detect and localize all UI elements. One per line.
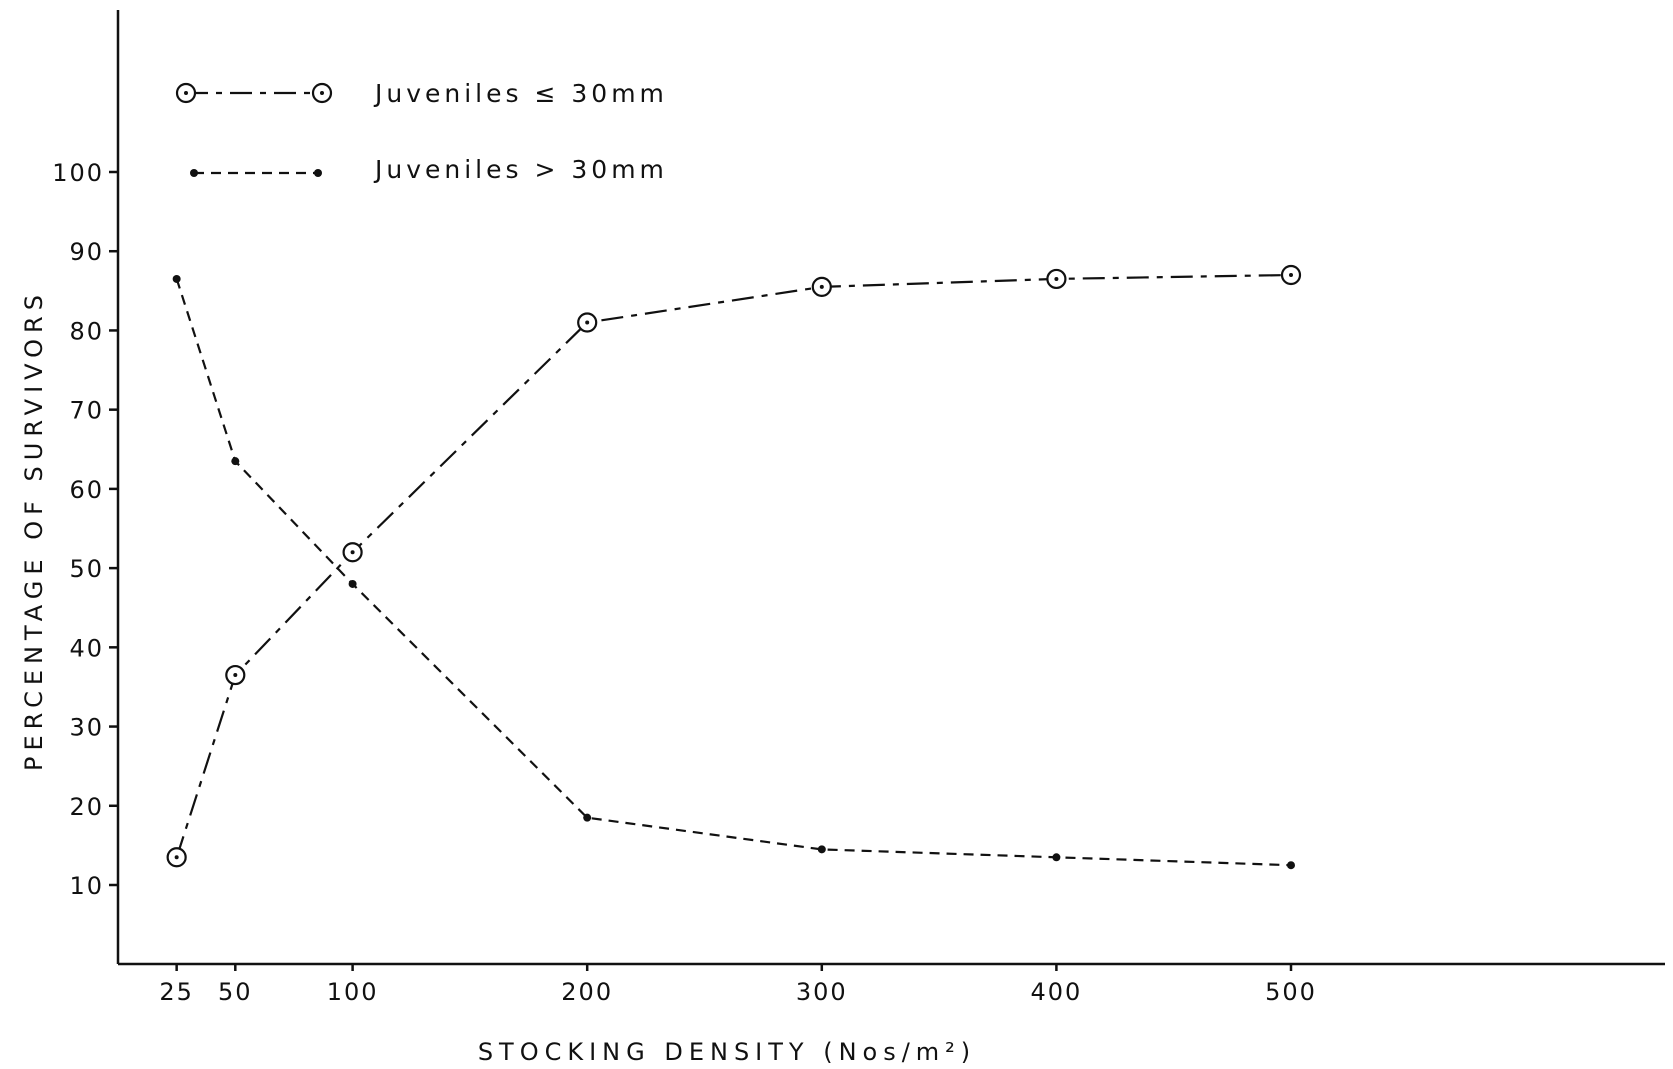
x-tick-label-400: 400: [1030, 978, 1082, 1006]
point-center-small-50: [233, 673, 238, 678]
x-tick-label-100: 100: [327, 978, 379, 1006]
legend-marker-small-left-center: [184, 91, 188, 95]
y-tick-label-90: 90: [69, 238, 104, 266]
y-tick-label-40: 40: [69, 634, 104, 662]
point-large-500: [1287, 861, 1295, 870]
point-large-400: [1052, 853, 1061, 862]
axes: [116, 10, 1665, 966]
series-line-small: [175, 273, 1292, 858]
point-large-300: [817, 845, 826, 854]
series-layer: [166, 264, 1302, 870]
legend-label-small: Juveniles ≤ 30mm: [373, 79, 668, 108]
x-tick-label-25: 25: [159, 978, 194, 1006]
series-line-large: [175, 278, 1292, 867]
y-ticks: 10 20 30 40 50 60 70 80 90 100: [52, 159, 118, 900]
point-large-200: [583, 813, 592, 822]
x-ticks: 25 50 100 200 300 400 500: [159, 964, 1317, 1006]
y-tick-label-50: 50: [69, 555, 104, 583]
point-large-25: [172, 274, 181, 283]
point-large-50: [231, 457, 240, 466]
x-tick-label-200: 200: [561, 978, 613, 1006]
y-tick-label-70: 70: [69, 397, 104, 425]
point-center-small-200: [585, 320, 590, 325]
y-tick-label-20: 20: [69, 793, 104, 821]
point-center-small-300: [819, 284, 824, 289]
point-large-100: [348, 579, 357, 588]
point-center-small-100: [350, 550, 355, 555]
y-tick-label-30: 30: [69, 714, 104, 742]
legend-marker-large-left: [190, 169, 198, 177]
y-tick-label-100: 100: [52, 159, 104, 187]
legend-marker-large-right: [314, 169, 322, 177]
y-tick-label-60: 60: [69, 476, 104, 504]
point-center-small-500: [1289, 272, 1293, 277]
legend-label-large: Juveniles > 30mm: [373, 155, 668, 184]
x-axis-title: STOCKING DENSITY (Nos/m²): [478, 1038, 976, 1066]
x-tick-label-50: 50: [218, 978, 253, 1006]
legend: Juveniles ≤ 30mm Juveniles > 30mm: [175, 79, 668, 184]
point-center-small-400: [1054, 276, 1059, 281]
legend-entry-small: Juveniles ≤ 30mm: [175, 79, 668, 108]
x-tick-label-500: 500: [1265, 978, 1317, 1006]
x-tick-label-300: 300: [796, 978, 848, 1006]
legend-entry-large: Juveniles > 30mm: [190, 155, 668, 184]
y-tick-label-80: 80: [69, 317, 104, 345]
y-axis-title: PERCENTAGE OF SURVIVORS: [20, 289, 48, 771]
y-tick-label-10: 10: [69, 872, 104, 900]
legend-marker-small-right-center: [320, 91, 324, 95]
point-center-small-25: [174, 855, 179, 860]
